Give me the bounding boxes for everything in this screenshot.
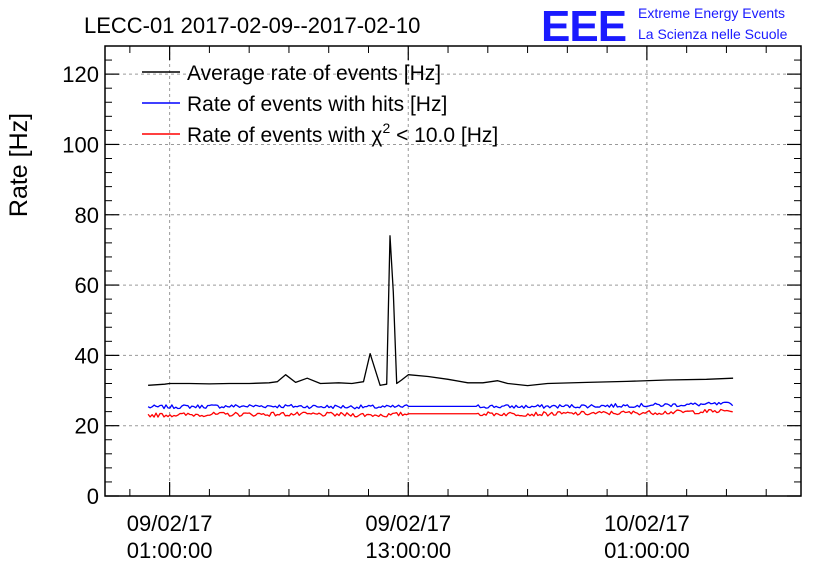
series-group — [147, 235, 734, 418]
legend: Average rate of events [Hz] Rate of even… — [142, 62, 498, 147]
y-tick-label: 40 — [75, 343, 99, 368]
legend-label-chi2-main: Rate of events with χ — [187, 124, 382, 147]
series-line-average — [148, 235, 734, 387]
x-tick-label-time: 01:00:00 — [604, 538, 690, 563]
series-line-chi2 — [147, 408, 733, 418]
legend-label-hits: Rate of events with hits [Hz] — [187, 93, 447, 116]
x-tick-label-date: 09/02/17 — [127, 511, 213, 536]
axis-ticks — [105, 45, 801, 497]
legend-label-average: Average rate of events [Hz] — [187, 62, 441, 85]
x-tick-labels: 09/02/1701:00:0009/02/1713:00:0010/02/17… — [127, 511, 690, 563]
eee-logo-line1: Extreme Energy Events — [638, 5, 785, 21]
chart-title: LECC-01 2017-02-09--2017-02-10 — [84, 13, 420, 38]
legend-label-chi2-sup: 2 — [382, 120, 390, 136]
y-tick-label: 60 — [75, 273, 99, 298]
legend-item-hits: Rate of events with hits [Hz] — [142, 93, 447, 116]
y-tick-label: 80 — [75, 203, 99, 228]
legend-item-chi2: Rate of events with χ2 < 10.0 [Hz] — [142, 120, 498, 147]
legend-label-chi2: Rate of events with χ2 < 10.0 [Hz] — [187, 120, 498, 147]
eee-logo: EEE Extreme Energy Events La Scienza nel… — [541, 2, 788, 51]
x-tick-label-time: 01:00:00 — [127, 538, 213, 563]
y-tick-label: 0 — [87, 484, 99, 509]
y-tick-label: 100 — [62, 132, 99, 157]
legend-item-average: Average rate of events [Hz] — [142, 62, 441, 85]
eee-logo-line2: La Scienza nelle Scuole — [638, 26, 788, 42]
x-tick-label-time: 13:00:00 — [365, 538, 451, 563]
y-tick-labels: 0 20 40 60 80 100 120 — [62, 62, 99, 509]
x-tick-label-date: 09/02/17 — [365, 511, 451, 536]
series-line-hits — [147, 401, 734, 410]
x-tick-label-date: 10/02/17 — [604, 511, 690, 536]
y-tick-label: 120 — [62, 62, 99, 87]
eee-logo-mark: EEE — [541, 2, 626, 51]
grid — [105, 46, 801, 496]
y-tick-label: 20 — [75, 414, 99, 439]
legend-label-chi2-tail: < 10.0 [Hz] — [390, 124, 498, 147]
y-axis-label: Rate [Hz] — [5, 113, 33, 217]
